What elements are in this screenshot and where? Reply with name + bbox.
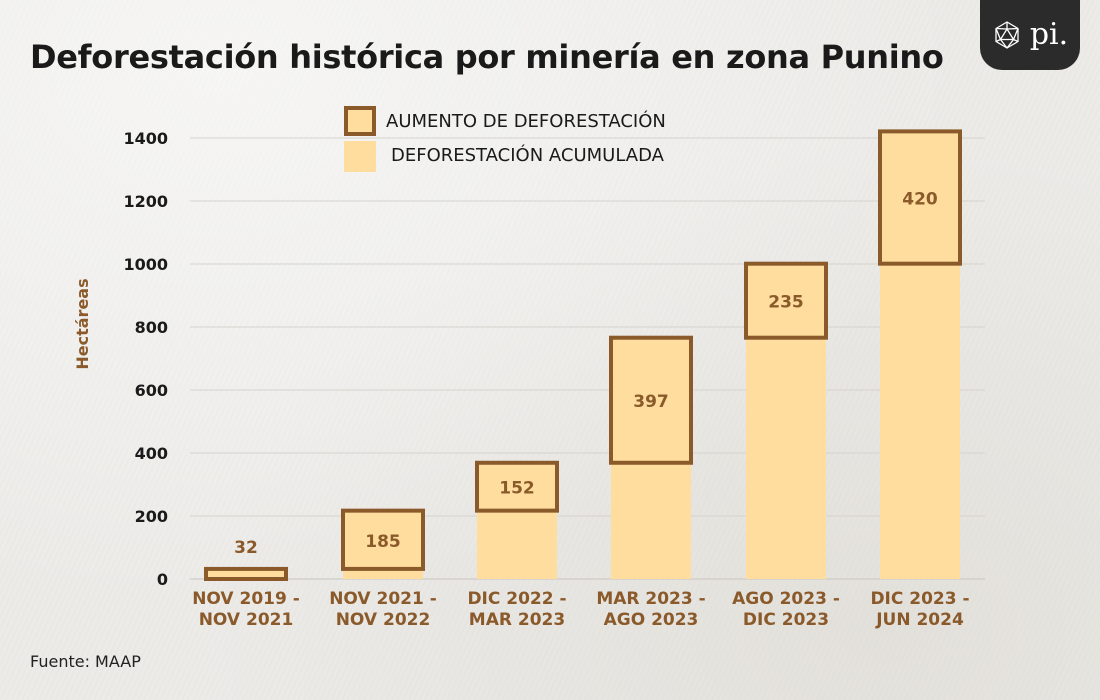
icosahedron-icon (995, 21, 1019, 49)
data-label: 185 (365, 532, 401, 552)
bars-layer: 32 185 152 397 235 420 (204, 129, 962, 581)
bar-increase (744, 261, 828, 340)
x-tick-label: NOV 2021 - (329, 589, 437, 609)
bar-accumulated (477, 510, 557, 579)
data-label: 152 (499, 479, 535, 499)
bar-increase (609, 335, 693, 465)
source-note: Fuente: MAAP (30, 652, 141, 671)
x-tick-label: NOV 2019 - (192, 589, 300, 609)
x-tick-label: NOV 2022 (336, 610, 431, 630)
logo-badge: pi. (980, 0, 1080, 70)
data-label: 397 (633, 392, 669, 412)
bar-accumulated (611, 462, 691, 579)
x-tick-label: DIC 2022 - (467, 589, 566, 609)
legend: AUMENTO DE DEFORESTACIÓN DEFORESTACIÓN AC… (344, 106, 666, 172)
legend-swatch-accumulated (344, 141, 376, 172)
x-tick-label: DIC 2023 (743, 610, 829, 630)
x-tick-label: AGO 2023 (604, 610, 699, 630)
y-tick-label: 200 (135, 507, 168, 526)
y-tick-label: 600 (135, 381, 168, 400)
legend-label-accumulated: DEFORESTACIÓN ACUMULADA (391, 144, 665, 166)
x-tick-label: MAR 2023 (469, 610, 565, 630)
bar-increase (878, 129, 962, 266)
x-tick-label: AGO 2023 - (732, 589, 840, 609)
data-label: 420 (902, 190, 938, 210)
logo-text: pi. (1029, 17, 1069, 52)
bar-accumulated (343, 568, 423, 579)
bar-accumulated (746, 337, 826, 579)
data-label: 32 (234, 538, 258, 558)
grid-layer (190, 137, 985, 580)
y-tick-label: 0 (157, 570, 168, 589)
y-tick-label: 1200 (123, 192, 168, 211)
x-tick-label: JUN 2024 (875, 610, 964, 630)
y-tick-label: 1000 (123, 255, 168, 274)
data-label: 235 (768, 293, 804, 313)
y-axis-label: Hectáreas (73, 278, 92, 369)
bar-increase (475, 460, 559, 513)
x-tick-label: DIC 2023 - (870, 589, 969, 609)
x-tick-label: MAR 2023 - (596, 589, 705, 609)
legend-label-increase: AUMENTO DE DEFORESTACIÓN (386, 110, 666, 132)
y-tick-label: 800 (135, 318, 168, 337)
bar-accumulated (880, 263, 960, 579)
y-tick-label: 400 (135, 444, 168, 463)
legend-swatch-increase (344, 106, 376, 136)
x-tick-label: NOV 2021 (199, 610, 294, 630)
x-ticks: NOV 2019 -NOV 2021 NOV 2021 -NOV 2022 DIC … (192, 589, 969, 630)
chart-title: Deforestación histórica por minería en z… (30, 38, 944, 76)
bar-increase (341, 508, 425, 571)
bar-increase (204, 566, 288, 581)
y-ticks: 0 200 400 600 800 1000 1200 1400 (123, 129, 168, 589)
y-tick-label: 1400 (123, 129, 168, 148)
